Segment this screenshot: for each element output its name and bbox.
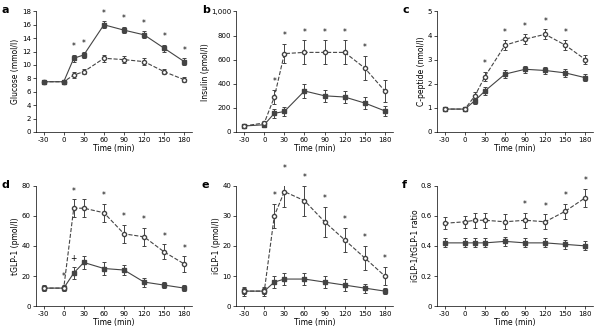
Text: *: *: [72, 42, 75, 51]
Text: *: *: [182, 46, 186, 55]
Text: *: *: [302, 173, 307, 182]
Text: *: *: [523, 200, 527, 209]
X-axis label: Time (min): Time (min): [294, 144, 335, 153]
Text: *: *: [102, 191, 106, 200]
Text: +: +: [71, 254, 77, 263]
X-axis label: Time (min): Time (min): [494, 144, 536, 153]
Text: b: b: [202, 5, 210, 15]
Text: *: *: [283, 31, 286, 40]
Y-axis label: Insulin (pmol/l): Insulin (pmol/l): [201, 43, 210, 101]
Text: *: *: [343, 28, 347, 37]
Text: *: *: [62, 272, 66, 281]
Text: *: *: [302, 28, 307, 37]
Text: *: *: [72, 186, 75, 195]
Text: d: d: [1, 179, 9, 189]
Text: *: *: [363, 233, 367, 242]
Text: *: *: [162, 32, 166, 41]
Text: *: *: [323, 28, 326, 37]
Text: *: *: [523, 22, 527, 31]
Y-axis label: iGLP-1/tGLP-1 ratio: iGLP-1/tGLP-1 ratio: [410, 209, 419, 282]
X-axis label: Time (min): Time (min): [93, 144, 135, 153]
Y-axis label: tGLP-1 (pmol/l): tGLP-1 (pmol/l): [11, 217, 20, 275]
Text: *: *: [102, 9, 106, 18]
Text: *: *: [323, 194, 326, 203]
Text: *: *: [162, 232, 166, 241]
Text: *: *: [82, 39, 86, 48]
Text: *: *: [564, 191, 567, 200]
Text: *: *: [483, 59, 487, 68]
Y-axis label: Glucose (mmol/l): Glucose (mmol/l): [11, 39, 20, 104]
Y-axis label: iGLP-1 (pmol/l): iGLP-1 (pmol/l): [212, 217, 221, 274]
X-axis label: Time (min): Time (min): [93, 318, 135, 327]
Text: *: *: [182, 244, 186, 253]
Text: *: *: [122, 212, 126, 221]
Text: a: a: [1, 5, 8, 15]
Text: *: *: [363, 43, 367, 52]
X-axis label: Time (min): Time (min): [294, 318, 335, 327]
Text: *: *: [142, 215, 146, 224]
Text: c: c: [403, 5, 409, 15]
Text: *: *: [273, 77, 276, 86]
Text: *: *: [273, 191, 276, 200]
Text: *: *: [343, 215, 347, 224]
X-axis label: Time (min): Time (min): [494, 318, 536, 327]
Y-axis label: C-peptide (nmol/l): C-peptide (nmol/l): [417, 37, 426, 107]
Text: e: e: [202, 179, 209, 189]
Text: *: *: [543, 17, 547, 26]
Text: *: *: [583, 176, 588, 185]
Text: *: *: [383, 254, 387, 263]
Text: *: *: [142, 19, 146, 28]
Text: *: *: [283, 164, 286, 173]
Text: *: *: [503, 28, 507, 37]
Text: *: *: [543, 201, 547, 210]
Text: *: *: [122, 14, 126, 23]
Text: *: *: [564, 28, 567, 37]
Text: f: f: [403, 179, 407, 189]
